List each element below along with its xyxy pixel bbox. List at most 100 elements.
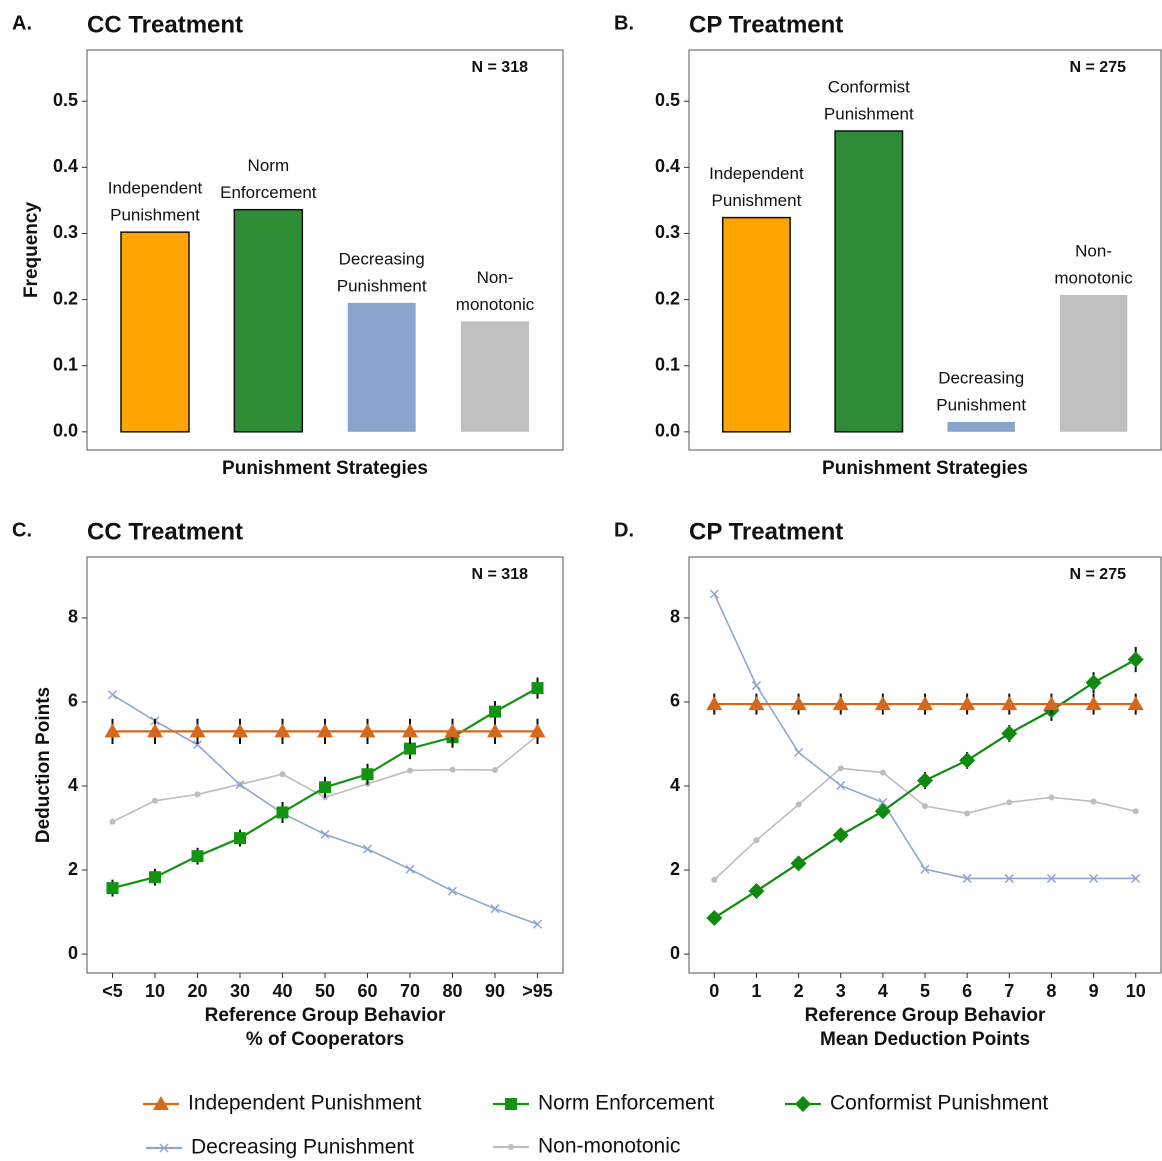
legend-label: Independent Punishment (188, 1092, 422, 1115)
marker (529, 723, 546, 738)
marker (320, 829, 330, 839)
marker (711, 876, 718, 883)
y-tick-label: 0.2 (53, 288, 78, 308)
marker (1090, 798, 1097, 805)
marker (407, 767, 413, 774)
bar-label: monotonic (456, 295, 535, 314)
marker (149, 871, 161, 884)
x-tick-label: >95 (522, 981, 553, 1001)
marker (964, 810, 971, 817)
legend-label: Conformist Punishment (830, 1092, 1048, 1115)
annotation: N = 318 (472, 566, 529, 583)
panel-label: A. (12, 12, 32, 34)
marker (790, 696, 807, 711)
marker (490, 904, 500, 914)
plot-frame (688, 49, 1162, 451)
marker (191, 850, 204, 863)
marker (837, 765, 844, 772)
y-tick-label: 6 (68, 691, 78, 711)
legend-label: Non-monotonic (538, 1135, 680, 1158)
bar-label: Enforcement (220, 183, 317, 202)
marker (447, 886, 458, 896)
x-axis-title: Punishment Strategies (222, 458, 428, 479)
marker (748, 883, 765, 900)
chart-title: CC Treatment (87, 11, 243, 38)
marker (402, 723, 418, 738)
legend-marker (159, 1143, 169, 1153)
marker (959, 752, 976, 769)
marker (274, 723, 291, 738)
y-tick-label: 0.5 (53, 90, 78, 110)
marker (1004, 873, 1014, 883)
panel-label: B. (614, 12, 634, 34)
marker (874, 696, 891, 711)
marker (832, 827, 849, 844)
x-tick-label: 20 (187, 981, 207, 1001)
bar (347, 302, 416, 432)
marker (917, 696, 933, 711)
marker (962, 873, 972, 883)
marker (109, 818, 116, 825)
bar (461, 321, 529, 432)
marker (194, 791, 201, 798)
marker (1132, 808, 1139, 815)
chart-title: CC Treatment (87, 518, 243, 545)
marker (1085, 696, 1102, 711)
y-tick-label: 2 (68, 859, 78, 879)
marker (189, 723, 206, 738)
bar-label: Decreasing (339, 249, 425, 268)
marker (487, 723, 503, 738)
marker (234, 832, 246, 845)
marker (106, 882, 119, 895)
bar-label: Punishment (337, 276, 427, 295)
legend-label: Norm Enforcement (538, 1092, 714, 1115)
x-tick-label: 90 (485, 981, 505, 1001)
y-tick-label: 2 (670, 859, 680, 879)
marker (107, 690, 118, 700)
x-tick-label: 3 (836, 981, 846, 1001)
marker (1089, 873, 1099, 883)
bar-label: Punishment (824, 104, 914, 123)
marker (449, 766, 456, 773)
y-tick-label: 0.5 (655, 90, 680, 110)
x-tick-label: 60 (357, 981, 377, 1001)
marker (1043, 696, 1060, 711)
y-tick-label: 0.2 (655, 288, 680, 308)
legend-marker (508, 1144, 514, 1150)
marker (1131, 873, 1141, 883)
marker (147, 723, 163, 738)
plot-frame (86, 556, 564, 974)
marker (276, 806, 289, 819)
bar (721, 216, 791, 433)
chart-title: CP Treatment (689, 11, 843, 38)
y-tick-label: 0.1 (53, 354, 78, 374)
marker (1001, 696, 1018, 711)
x-tick-label: 9 (1089, 981, 1099, 1001)
bar (947, 421, 1015, 432)
legend-label: Decreasing Punishment (191, 1136, 414, 1159)
chart-title: CP Treatment (689, 518, 843, 545)
marker (706, 909, 723, 926)
legend-marker (505, 1098, 517, 1110)
x-tick-label: 50 (315, 981, 335, 1001)
x-tick-label: 5 (920, 981, 930, 1001)
marker (317, 723, 333, 738)
marker (404, 742, 416, 755)
x-tick-label: 1 (751, 981, 761, 1001)
marker (279, 771, 286, 778)
marker (836, 781, 846, 791)
y-tick-label: 0 (68, 943, 78, 963)
x-tick-label: <5 (102, 981, 123, 1001)
y-tick-label: 4 (670, 775, 680, 795)
bar-label: Norm (248, 156, 290, 175)
marker (959, 696, 976, 711)
marker (879, 769, 886, 776)
marker (920, 864, 930, 874)
marker (917, 772, 933, 789)
bar-label: Non- (1075, 241, 1112, 260)
marker (1127, 651, 1144, 668)
y-tick-label: 0.1 (655, 354, 680, 374)
y-tick-label: 6 (670, 691, 680, 711)
marker (152, 797, 158, 804)
